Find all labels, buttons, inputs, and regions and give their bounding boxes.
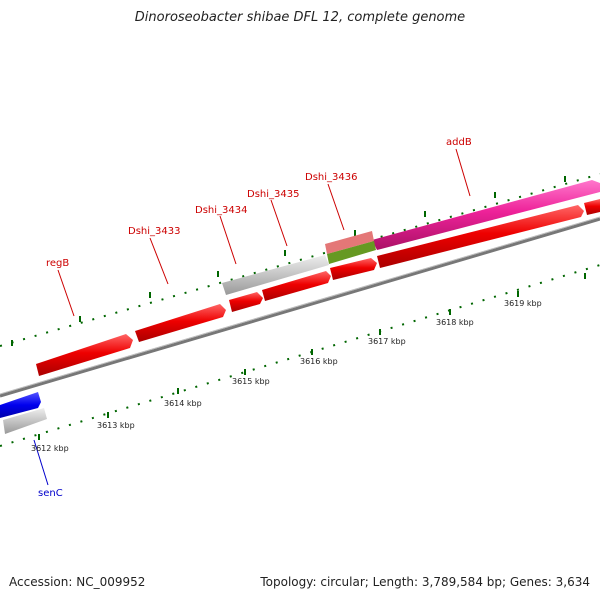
gene-label-addB: addB bbox=[446, 137, 472, 148]
outer-tick-ring bbox=[0, 173, 600, 347]
gene-fragment-green bbox=[327, 241, 376, 264]
gene-dshi3433 bbox=[135, 304, 226, 342]
gene-dshi3436 bbox=[330, 258, 377, 280]
genome-backbone bbox=[0, 217, 600, 398]
senC-leader bbox=[33, 439, 49, 486]
gene-fragment-salmon bbox=[325, 231, 374, 254]
dshi3436-leader bbox=[327, 183, 345, 231]
dshi3434-leader bbox=[219, 215, 237, 265]
gene-rna-upper bbox=[222, 255, 329, 295]
gene-label-dshi3436: Dshi_3436 bbox=[305, 172, 357, 183]
addB-leader bbox=[455, 148, 471, 197]
outer-tick-minor bbox=[0, 173, 600, 347]
dshi3435-leader bbox=[270, 199, 288, 247]
gene-label-dshi3433: Dshi_3433 bbox=[128, 226, 180, 237]
gene-regB bbox=[36, 334, 133, 376]
gene-senC bbox=[0, 392, 41, 418]
dshi3433-leader bbox=[149, 237, 169, 285]
scale-label: 3617 kbp bbox=[368, 337, 406, 346]
scale-label: 3616 kbp bbox=[300, 357, 338, 366]
accession-label: Accession: NC_009952 bbox=[9, 575, 146, 589]
genome-backbone-highlight bbox=[0, 216, 600, 395]
gene-addB bbox=[372, 180, 600, 250]
gene-dshi3434 bbox=[229, 292, 263, 312]
map-title: Dinoroseobacter shibae DFL 12, complete … bbox=[134, 10, 466, 25]
scale-label: 3614 kbp bbox=[164, 399, 202, 408]
scale-label: 3615 kbp bbox=[232, 377, 270, 386]
gene-label-dshi3435: Dshi_3435 bbox=[247, 189, 299, 200]
scale-label: 3618 kbp bbox=[436, 318, 474, 327]
gene-dshi3435 bbox=[262, 271, 331, 301]
scale-label: 3619 kbp bbox=[504, 299, 542, 308]
gene-label-regB: regB bbox=[46, 258, 69, 269]
regB-leader bbox=[57, 269, 75, 317]
inner-tick-ring bbox=[0, 264, 600, 447]
gene-label-senC: senC bbox=[38, 488, 63, 499]
scale-label: 3613 kbp bbox=[97, 421, 135, 430]
leader-lines bbox=[57, 148, 471, 317]
gene-addB-lower bbox=[377, 205, 584, 268]
scale-label: 3612 kbp bbox=[31, 444, 69, 453]
inner-tick-minor bbox=[0, 264, 600, 447]
gene-next bbox=[584, 199, 600, 215]
gene-rna-lower bbox=[3, 408, 47, 434]
gene-label-dshi3434: Dshi_3434 bbox=[195, 205, 247, 216]
genome-summary: Topology: circular; Length: 3,789,584 bp… bbox=[260, 575, 590, 589]
